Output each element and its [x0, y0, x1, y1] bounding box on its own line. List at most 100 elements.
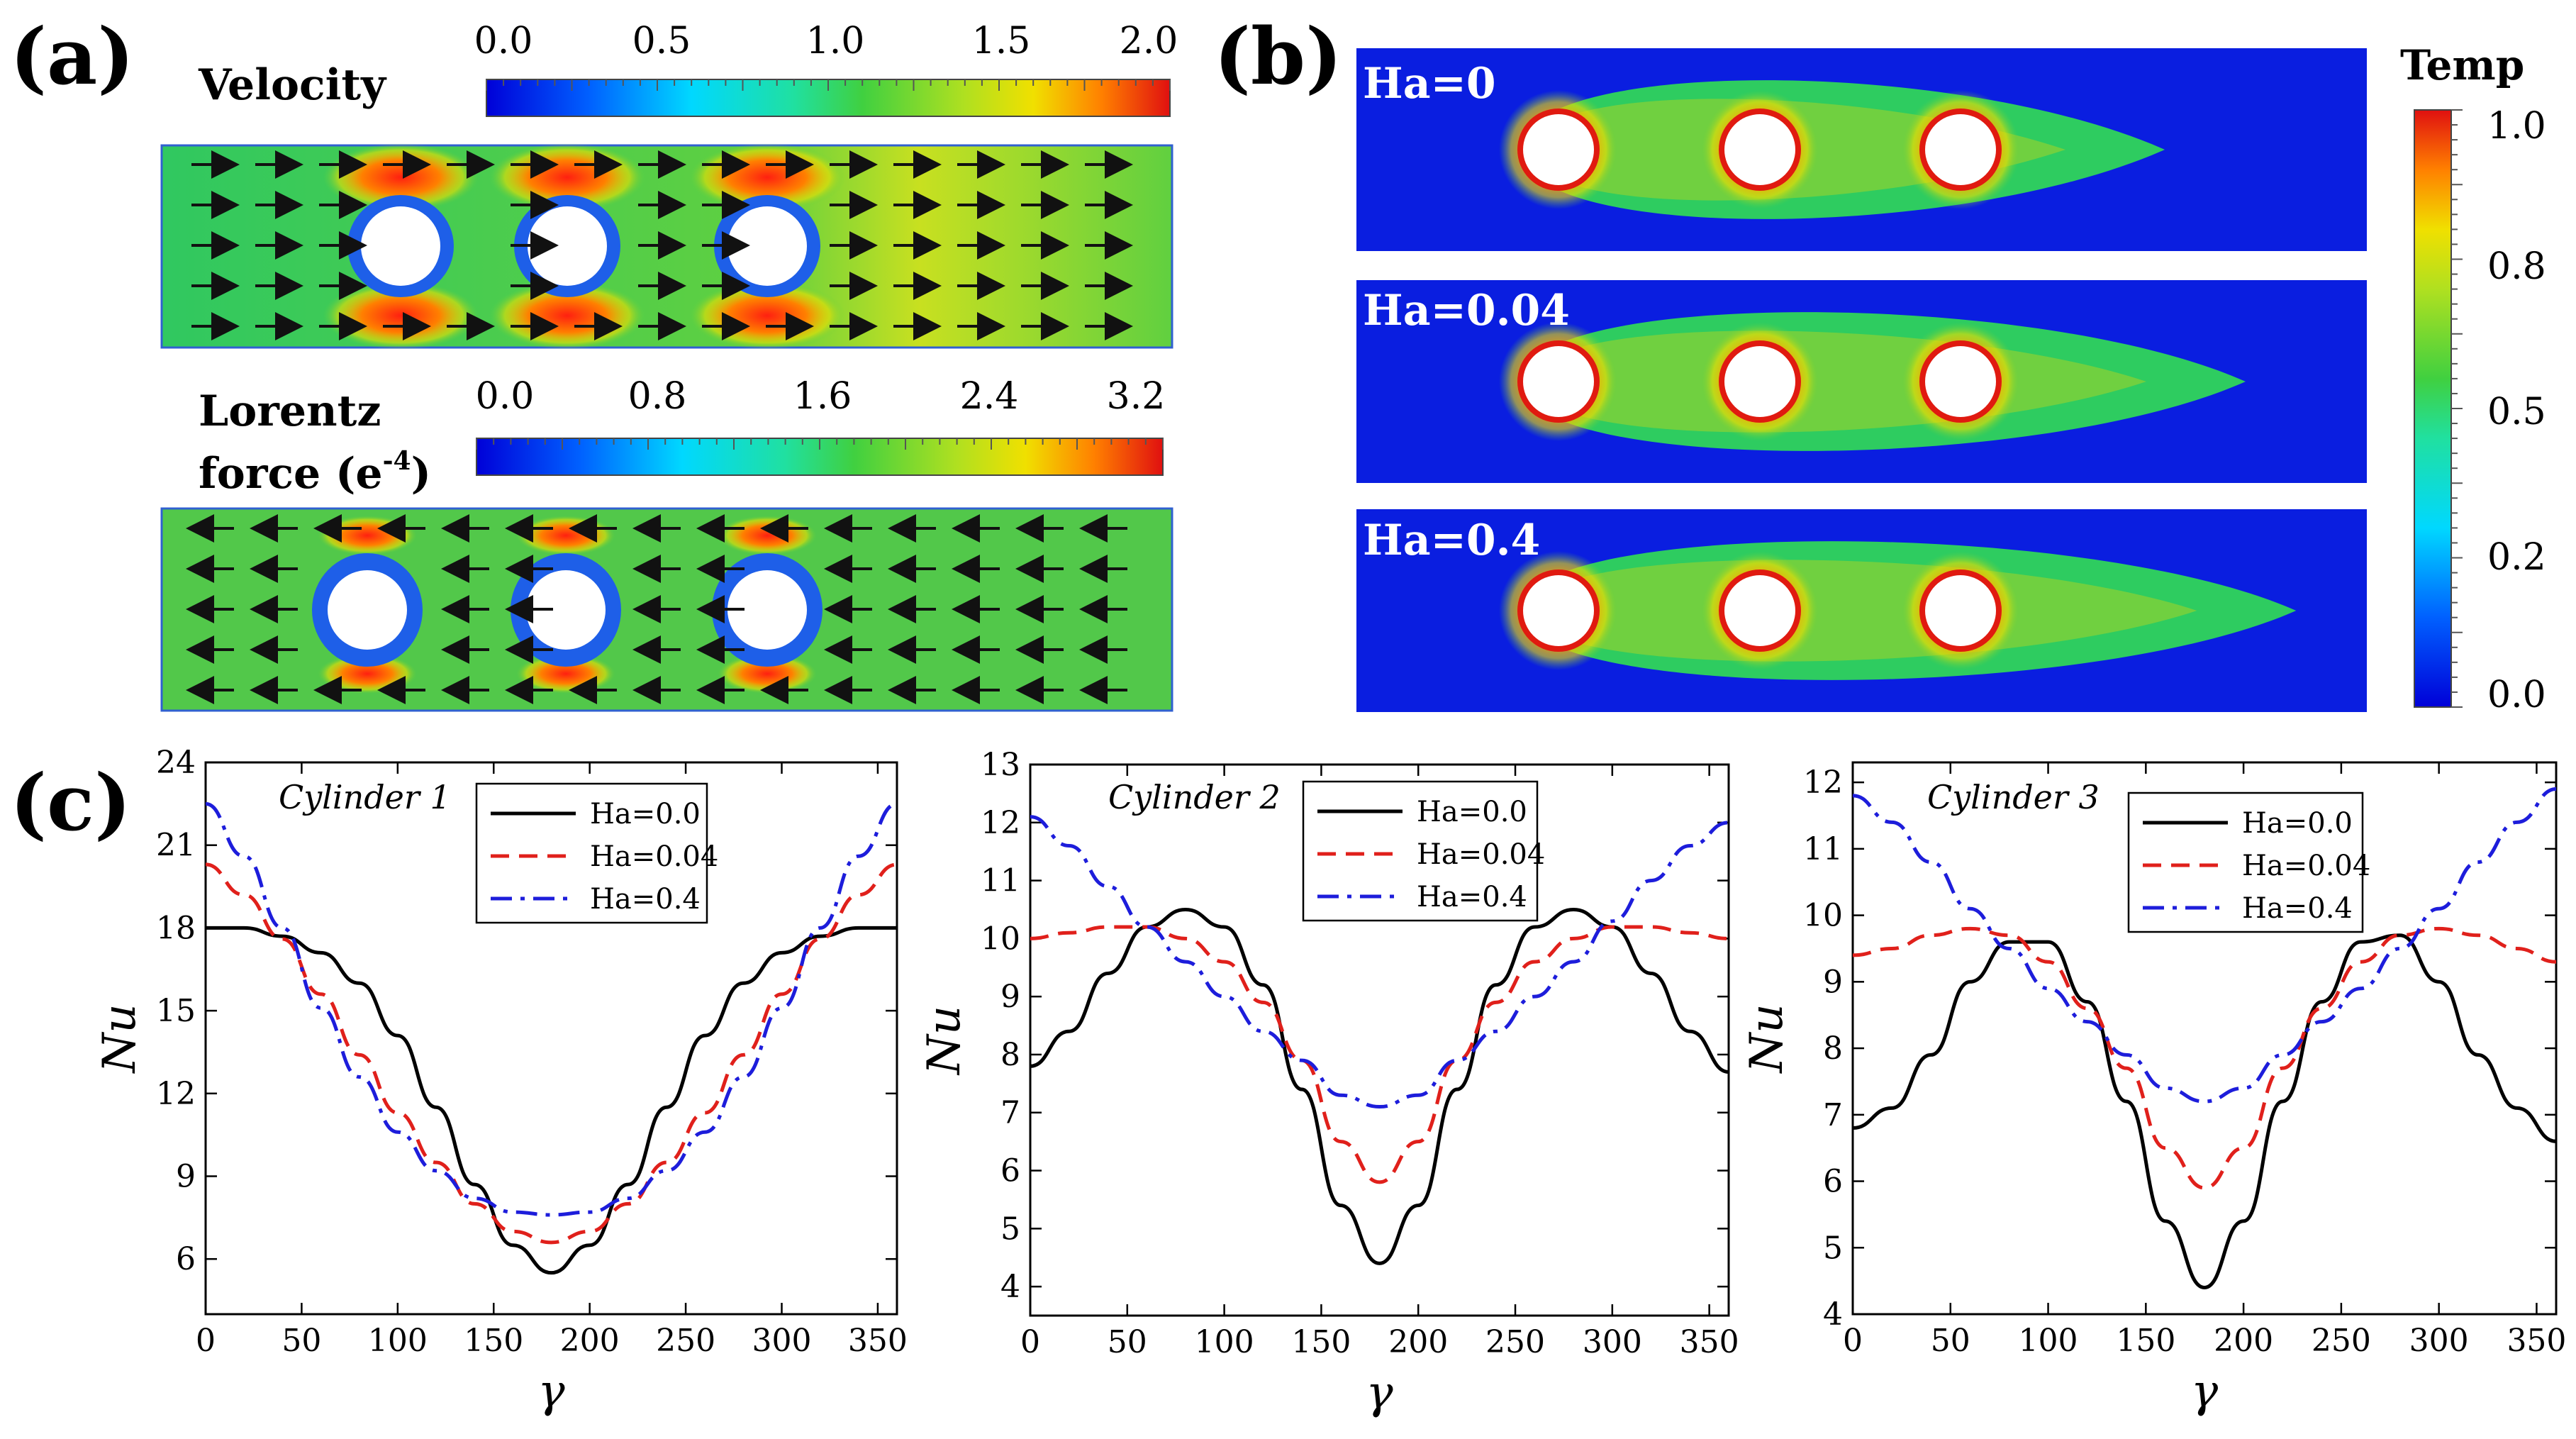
legend-box — [2127, 791, 2364, 933]
y-tick-label: 12 — [981, 805, 1020, 841]
temp-tick-labels: 1.0 0.8 0.5 0.2 0.0 — [2487, 105, 2546, 716]
x-tick-label: 0 — [196, 1323, 216, 1359]
y-tick-label: 8 — [1000, 1037, 1020, 1073]
y-tick-label: 4 — [1000, 1269, 1020, 1305]
temp-colorbar-ticks — [2451, 109, 2463, 708]
temp-tick: 1.0 — [2487, 105, 2546, 148]
legend-entry: Ha=0.4 — [590, 883, 701, 916]
y-tick-label: 24 — [156, 745, 196, 781]
lorentz-tick: 3.2 — [1107, 375, 1166, 418]
x-tick-label: 300 — [1583, 1324, 1642, 1360]
legend: Ha=0.0 Ha=0.04 Ha=0.4 — [475, 782, 718, 924]
legend-entry: Ha=0.0 — [1417, 796, 1527, 828]
x-tick-label: 250 — [2312, 1323, 2371, 1359]
temp-tick: 0.8 — [2487, 245, 2546, 288]
x-tick-label: 300 — [2409, 1323, 2469, 1359]
lorentz-tick-labels: 0.0 0.8 1.6 2.4 3.2 — [476, 375, 1166, 418]
velocity-title: Velocity — [198, 60, 387, 110]
temp-field — [1356, 48, 2367, 251]
y-tick-label: 4 — [1823, 1296, 1843, 1333]
nu-plot: 0 50 100 150 200 250 300 350 4 5 6 7 8 9 10 11 12 γ Nu Cyli… — [1741, 761, 2566, 1418]
lorentz-hotspot — [718, 654, 817, 694]
y-tick-label: 18 — [156, 910, 196, 946]
temp-colorbar — [2414, 109, 2452, 708]
legend-box — [1302, 780, 1539, 922]
lorentz-hotspot — [718, 516, 817, 555]
cylinder — [1724, 346, 1795, 417]
legend-entry: Ha=0.4 — [1417, 881, 1527, 913]
cylinder-annotation: Cylinder 3 — [1927, 778, 2100, 816]
lorentz-field — [160, 507, 1173, 712]
series-line — [1852, 787, 2557, 1104]
lorentz-hotspot — [516, 516, 615, 555]
x-tick-label: 50 — [281, 1323, 321, 1359]
x-tick-label: 100 — [1195, 1324, 1254, 1360]
x-tick-label: 150 — [2116, 1323, 2175, 1359]
series-line — [205, 862, 898, 1245]
series-line — [1030, 925, 1729, 1184]
y-tick-label: 11 — [1803, 831, 1843, 867]
velocity-colorbar-ticks — [486, 79, 1171, 91]
y-tick-label: 6 — [1000, 1153, 1020, 1189]
y-tick-label: 21 — [156, 828, 196, 864]
x-axis-label: γ — [2191, 1365, 2219, 1418]
cylinder — [727, 206, 807, 286]
velocity-field — [160, 143, 1173, 350]
y-tick-label: 10 — [1803, 898, 1843, 934]
series-line — [1852, 933, 2557, 1290]
cylinder — [727, 570, 807, 650]
x-tick-label: 350 — [2507, 1323, 2566, 1359]
y-tick-label: 7 — [1000, 1095, 1020, 1131]
cylinder — [1724, 114, 1795, 185]
series-line — [1852, 926, 2557, 1190]
x-tick-label: 200 — [2214, 1323, 2273, 1359]
legend-box — [475, 782, 708, 924]
nu-plot: 0 50 100 150 200 250 300 350 6 9 12 15 18 21 24 γ Nu Cyli… — [94, 745, 908, 1418]
series-line — [1030, 907, 1729, 1265]
y-tick-label: 11 — [981, 863, 1020, 899]
panel-b-label: (b) — [1214, 11, 1342, 102]
x-tick-label: 150 — [464, 1323, 523, 1359]
temp-field-label: Ha=0.04 — [1363, 286, 1570, 335]
x-axis-label: γ — [1366, 1367, 1393, 1419]
cylinder — [1925, 346, 1996, 417]
legend: Ha=0.0 Ha=0.04 Ha=0.4 — [2127, 791, 2370, 933]
x-tick-label: 250 — [1485, 1324, 1545, 1360]
legend: Ha=0.0 Ha=0.04 Ha=0.4 — [1302, 780, 1545, 922]
y-tick-label: 15 — [156, 993, 196, 1029]
temp-tick: 0.0 — [2487, 674, 2546, 716]
plot-frame — [1851, 761, 2558, 1316]
velocity-tick: 1.5 — [972, 20, 1031, 62]
y-axis-label: Nu — [94, 1004, 146, 1074]
cylinder — [1925, 575, 1996, 646]
y-tick-label: 8 — [1823, 1030, 1843, 1067]
temp-field-label: Ha=0.4 — [1363, 516, 1540, 565]
velocity-tick: 2.0 — [1120, 20, 1178, 62]
x-tick-label: 50 — [1931, 1323, 1970, 1359]
series-line — [1030, 815, 1729, 1109]
legend-entry: Ha=0.04 — [1417, 838, 1545, 871]
cylinder — [1523, 575, 1594, 646]
cylinder — [528, 206, 607, 286]
temp-tick: 0.2 — [2487, 536, 2546, 579]
x-tick-label: 250 — [656, 1323, 715, 1359]
x-tick-label: 200 — [1388, 1324, 1448, 1360]
y-tick-label: 13 — [981, 747, 1020, 783]
cylinder — [1724, 575, 1795, 646]
temp-colorbar-title: Temp — [2400, 41, 2524, 89]
cylinder — [1523, 114, 1594, 185]
y-tick-label: 6 — [176, 1241, 196, 1277]
panel-c-label: (c) — [10, 757, 131, 848]
y-tick-label: 9 — [1000, 979, 1020, 1015]
legend-entry: Ha=0.0 — [2242, 807, 2353, 840]
series-line — [205, 801, 898, 1217]
panel-a: Velocity 0.0 0.5 1.0 1.5 2.0 Lorentz for… — [160, 20, 1178, 712]
panel-a-label: (a) — [10, 11, 134, 102]
y-tick-label: 9 — [176, 1159, 196, 1195]
cylinder-annotation: Cylinder 1 — [279, 778, 451, 816]
y-tick-label: 6 — [1823, 1164, 1843, 1200]
cylinder — [1523, 346, 1594, 417]
legend-entry: Ha=0.04 — [2242, 850, 2370, 882]
plot-frame — [1029, 763, 1730, 1317]
